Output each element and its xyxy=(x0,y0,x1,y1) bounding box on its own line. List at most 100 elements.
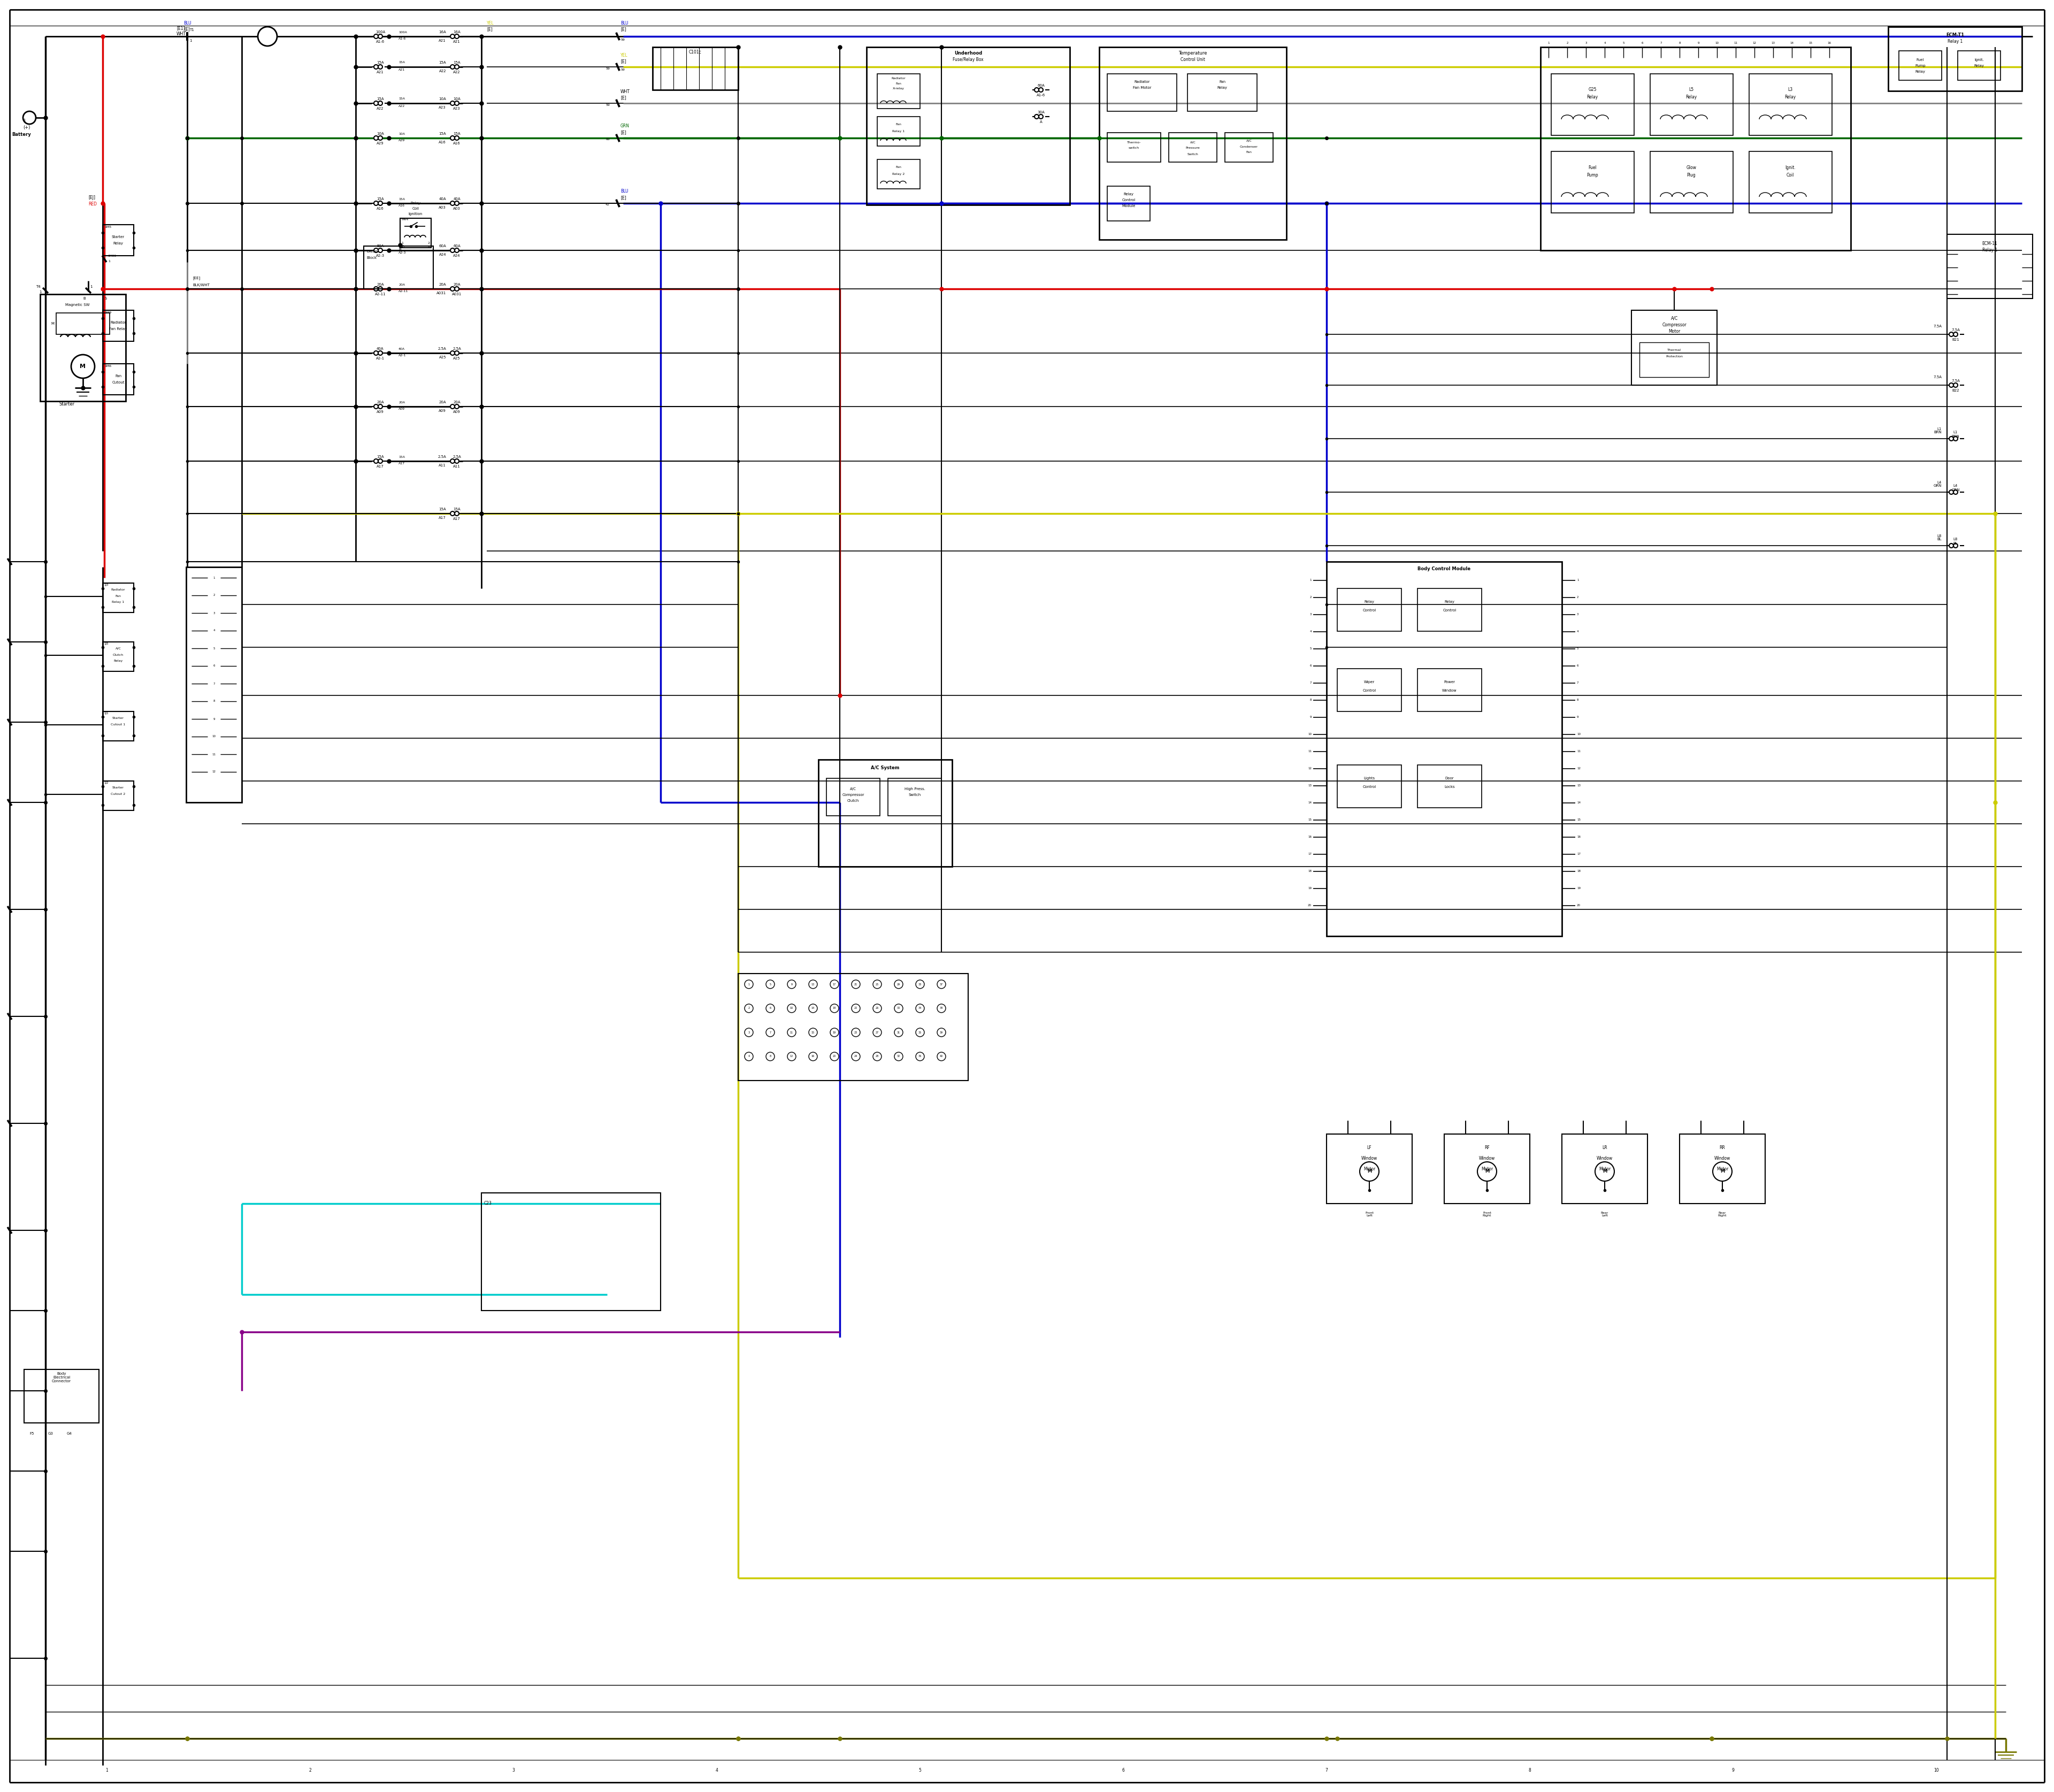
Text: M: M xyxy=(1485,1168,1489,1174)
Text: 15A: 15A xyxy=(440,507,446,511)
Text: 1: 1 xyxy=(189,39,191,43)
Text: L3: L3 xyxy=(1787,88,1793,91)
Text: F5: F5 xyxy=(29,1432,35,1435)
Circle shape xyxy=(937,1004,945,1012)
Text: 10A: 10A xyxy=(440,97,446,100)
Text: 22: 22 xyxy=(854,1007,857,1009)
Bar xyxy=(187,566,242,803)
Text: Starter: Starter xyxy=(113,787,123,788)
Circle shape xyxy=(744,1004,754,1012)
Bar xyxy=(877,73,920,109)
Text: A/C: A/C xyxy=(115,647,121,650)
Circle shape xyxy=(766,1052,774,1061)
Text: YEL: YEL xyxy=(487,20,495,25)
Circle shape xyxy=(852,1004,861,1012)
Text: 1: 1 xyxy=(90,285,92,289)
Circle shape xyxy=(830,1029,838,1038)
Text: Fan Motor: Fan Motor xyxy=(1132,86,1150,90)
Text: A22: A22 xyxy=(440,70,446,73)
Circle shape xyxy=(787,980,797,989)
Text: 13: 13 xyxy=(1771,41,1775,45)
Text: Pump: Pump xyxy=(1914,65,1925,68)
Text: 14: 14 xyxy=(1789,41,1793,45)
Circle shape xyxy=(766,1004,774,1012)
Text: C23: C23 xyxy=(485,1201,493,1206)
Bar xyxy=(877,116,920,145)
Bar xyxy=(887,778,941,815)
Text: Compressor: Compressor xyxy=(1662,323,1686,328)
Text: 7.5A: 7.5A xyxy=(1951,328,1960,332)
Circle shape xyxy=(1953,489,1957,495)
Circle shape xyxy=(450,459,454,464)
Text: T4: T4 xyxy=(35,285,41,289)
Text: Rear
Right: Rear Right xyxy=(1717,1211,1727,1217)
Bar xyxy=(1540,47,1851,251)
Text: 11: 11 xyxy=(212,753,216,756)
Text: 14: 14 xyxy=(1308,801,1313,805)
Circle shape xyxy=(873,1052,881,1061)
Text: 40A: 40A xyxy=(454,197,460,201)
Circle shape xyxy=(450,34,454,38)
Text: A21: A21 xyxy=(376,70,384,73)
Text: 1J5: 1J5 xyxy=(105,642,109,645)
Text: A23: A23 xyxy=(440,106,446,109)
Text: Relay: Relay xyxy=(1444,600,1454,604)
Text: A16: A16 xyxy=(398,204,405,208)
Text: 1M5: 1M5 xyxy=(105,226,111,228)
Text: Lights: Lights xyxy=(1364,776,1374,780)
Circle shape xyxy=(1949,489,1953,495)
Text: A1-6: A1-6 xyxy=(398,38,407,41)
Text: A22: A22 xyxy=(454,70,460,73)
Text: A: A xyxy=(1039,120,1041,124)
Circle shape xyxy=(450,351,454,355)
Circle shape xyxy=(1953,543,1957,548)
Text: A2-11: A2-11 xyxy=(398,290,409,292)
Text: 7.5A: 7.5A xyxy=(1951,380,1960,382)
Circle shape xyxy=(454,287,458,290)
Circle shape xyxy=(873,1029,881,1038)
Text: 4: 4 xyxy=(427,246,429,249)
Text: Fuse/Relay Box: Fuse/Relay Box xyxy=(953,57,984,61)
Text: 15A: 15A xyxy=(398,97,405,100)
Circle shape xyxy=(809,1052,817,1061)
Text: Radiator: Radiator xyxy=(111,321,125,324)
Circle shape xyxy=(454,65,458,70)
Text: A2-3: A2-3 xyxy=(376,254,384,258)
Text: M: M xyxy=(80,364,86,369)
Circle shape xyxy=(937,1029,945,1038)
Circle shape xyxy=(893,1052,904,1061)
Circle shape xyxy=(72,355,94,378)
Bar xyxy=(1107,73,1177,111)
Bar xyxy=(1750,73,1832,136)
Bar xyxy=(1169,133,1216,161)
Text: 1: 1 xyxy=(39,290,41,294)
Text: A25: A25 xyxy=(454,357,460,360)
Circle shape xyxy=(916,1029,924,1038)
Text: A16: A16 xyxy=(376,208,384,210)
Text: A24: A24 xyxy=(454,254,460,258)
Text: M: M xyxy=(1719,1168,1725,1174)
Text: 15A: 15A xyxy=(398,61,405,65)
Text: A03: A03 xyxy=(440,206,446,210)
Circle shape xyxy=(1477,1161,1497,1181)
Text: Ignit.: Ignit. xyxy=(1974,59,1984,61)
Text: 15A: 15A xyxy=(376,61,384,65)
Bar xyxy=(1649,73,1734,136)
Text: Glow: Glow xyxy=(1686,165,1697,170)
Text: Front
Right: Front Right xyxy=(1483,1211,1491,1217)
Text: Fan: Fan xyxy=(896,124,902,125)
Text: B: B xyxy=(82,297,86,299)
Text: 30: 30 xyxy=(898,1007,900,1009)
Text: Window: Window xyxy=(1479,1156,1495,1161)
Text: Relay: Relay xyxy=(1364,600,1374,604)
Text: LR: LR xyxy=(1602,1145,1608,1150)
Text: High Press.: High Press. xyxy=(904,787,924,790)
Bar xyxy=(1947,235,2033,299)
Text: Starter: Starter xyxy=(60,401,74,407)
Circle shape xyxy=(1949,543,1953,548)
Circle shape xyxy=(450,405,454,409)
Text: 14: 14 xyxy=(811,1007,815,1009)
Bar xyxy=(1898,50,1941,81)
Text: A21: A21 xyxy=(440,39,446,43)
Bar xyxy=(1551,73,1635,136)
